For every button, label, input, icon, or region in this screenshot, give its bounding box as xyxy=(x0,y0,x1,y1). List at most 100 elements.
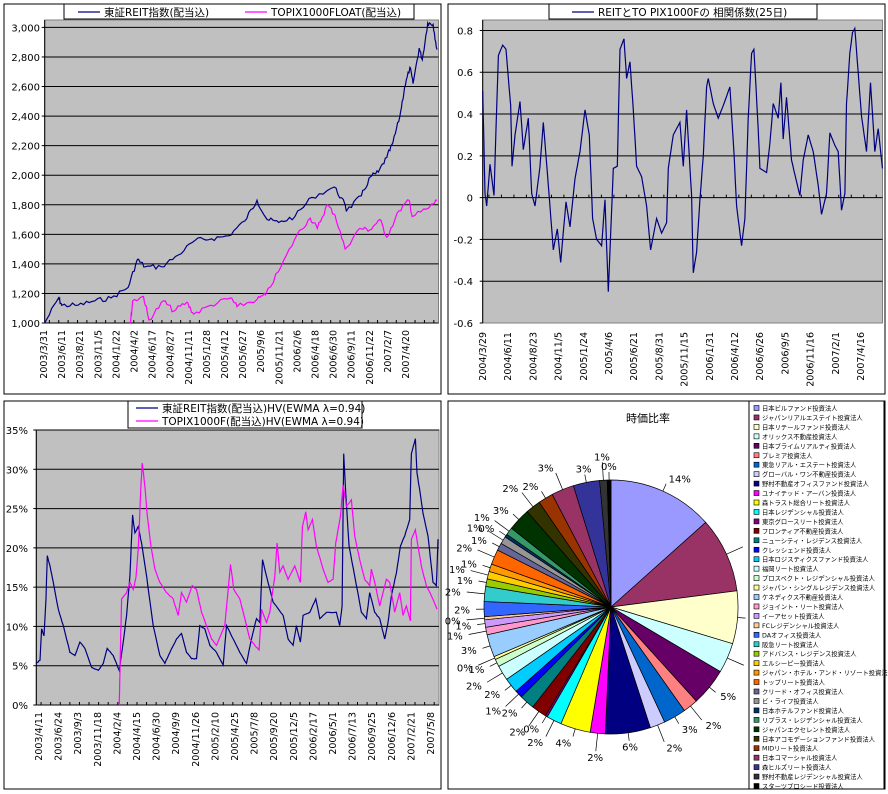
y-tick-label: 10% xyxy=(6,622,28,633)
x-tick-label: 2006/11/16 xyxy=(806,332,817,387)
legend xyxy=(548,3,818,20)
pie-data-label: 1% xyxy=(594,452,610,463)
x-tick-label: 2006/2/17 xyxy=(308,712,319,761)
pie-data-label: 0% xyxy=(523,724,539,735)
x-tick-label: 2006/1/31 xyxy=(705,332,716,381)
leader-line xyxy=(627,732,630,741)
pie-slice xyxy=(606,479,612,608)
pie-data-label: 1% xyxy=(457,576,473,587)
legend-label: アドバンス・レジデンス投資法人 xyxy=(762,649,857,658)
legend-label: 日本プライムリアルティ投資法人 xyxy=(762,441,857,450)
leader-line xyxy=(555,472,563,490)
y-tick-label: -0.4 xyxy=(453,277,473,288)
x-tick-label: 2006/4/12 xyxy=(730,332,741,381)
legend-label: ジャパンエクセレント投資法人 xyxy=(762,725,851,734)
legend-swatch xyxy=(753,679,760,685)
legend-swatch xyxy=(753,745,760,752)
y-tick-label: 1,800 xyxy=(11,201,40,212)
legend-label: 森ヒルズリート投資法人 xyxy=(762,763,832,772)
legend-label: ケネディクス不動産投資法人 xyxy=(762,593,844,602)
pie-data-label: 1% xyxy=(461,559,477,570)
legend-label: REITとTO PIX1000Fの 相関係数(25日) xyxy=(598,6,787,19)
x-tick-label: 2005/2/10 xyxy=(210,712,221,761)
legend-swatch xyxy=(753,631,760,638)
legend-swatch xyxy=(753,754,760,761)
legend-swatch xyxy=(753,442,760,449)
legend-swatch xyxy=(753,660,760,666)
leader-line xyxy=(499,530,507,536)
x-tick-label: 2003/11/18 xyxy=(93,712,104,767)
legend-swatch xyxy=(753,783,760,789)
x-tick-label: 2005/4/25 xyxy=(230,712,241,761)
legend-swatch xyxy=(753,698,760,704)
pie-data-label: 4% xyxy=(555,738,571,749)
pie-data-label: 1% xyxy=(455,621,471,632)
x-tick-label: 2003/11/5 xyxy=(93,330,104,379)
x-tick-label: 2005/9/6 xyxy=(256,330,267,373)
leader-line xyxy=(674,716,680,724)
x-tick-label: 2006/12/6 xyxy=(387,712,398,761)
y-tick-label: 2,000 xyxy=(11,171,40,182)
leader-line xyxy=(466,617,485,621)
legend xyxy=(63,3,415,20)
x-tick-label: 2004/8/27 xyxy=(166,330,177,379)
pie-data-label: 2% xyxy=(502,709,518,720)
legend-label: トップリート投資法人 xyxy=(762,678,826,687)
x-tick-label: 2005/6/21 xyxy=(629,332,640,381)
y-tick-label: 2,800 xyxy=(11,53,40,64)
x-tick-label: 2004/4/2 xyxy=(130,330,141,373)
legend-label: FCレジデンシャル投資法人 xyxy=(762,621,840,630)
pie-data-label: 0% xyxy=(445,616,461,627)
pie-data-label: 1% xyxy=(485,707,501,718)
legend-label: ジャパン・シングルレジデンス投資法人 xyxy=(762,583,876,592)
leader-line xyxy=(470,570,489,576)
pie-data-label: 0% xyxy=(478,524,494,535)
x-tick-label: 2006/9/25 xyxy=(367,712,378,761)
legend-swatch xyxy=(753,414,760,421)
leader-line xyxy=(737,617,746,619)
legend-swatch xyxy=(753,575,760,581)
leader-line xyxy=(504,685,512,691)
legend-swatch xyxy=(753,584,760,591)
x-tick-label: 2005/12/5 xyxy=(289,712,300,761)
historical-volatility-chart: 35% 30% 25% 20% 15% 10% 5% 0% 2003/4/11 2003/6/24… xyxy=(6,400,440,767)
x-tick-label: 2004/3/29 xyxy=(478,332,489,381)
leader-line xyxy=(601,462,604,481)
legend-swatch xyxy=(753,603,760,610)
pie-data-label: 2% xyxy=(666,743,682,754)
series-line-1 xyxy=(118,462,438,706)
legend-label: 野村不動産オフィスファンド投資法人 xyxy=(762,479,870,488)
y-tick-label: 30% xyxy=(6,465,28,476)
y-tick-label: 25% xyxy=(6,505,28,516)
leader-line xyxy=(482,645,491,649)
y-tick-label: -0.2 xyxy=(453,235,473,246)
x-tick-label: 2003/8/21 xyxy=(75,330,86,379)
y-tick-label: 5% xyxy=(12,662,28,673)
legend-swatch xyxy=(753,641,760,648)
x-tick-label: 2006/7/13 xyxy=(348,712,359,761)
legend-label: ジャパン・ホテル・アンド・リゾート投資法人 xyxy=(762,668,888,677)
plot-area xyxy=(482,19,883,324)
legend-label: ニューシティ・レジデンス投資法人 xyxy=(762,536,863,545)
legend-swatch xyxy=(753,433,760,440)
x-tick-label: 2005/8/31 xyxy=(654,332,665,381)
legend-swatch xyxy=(753,518,760,525)
legend-label: エルシーピー投資法人 xyxy=(762,659,826,668)
x-tick-label: 2006/11/22 xyxy=(365,330,376,385)
legend-label: イーアセット投資法人 xyxy=(762,611,825,620)
legend-label: 日本ロジスティクスファンド投資法人 xyxy=(762,555,869,564)
pie-data-label: 0% xyxy=(601,462,617,473)
pie-data-label: 6% xyxy=(622,743,638,754)
legend-swatch xyxy=(753,424,760,430)
pie-data-label: 1% xyxy=(474,513,490,524)
legend-swatch xyxy=(753,509,760,515)
y-tick-label: 15% xyxy=(6,583,28,594)
x-tick-label: 2003/6/24 xyxy=(54,712,65,761)
series-line-0 xyxy=(482,26,884,292)
pie-data-label: 1% xyxy=(467,523,483,534)
pie-legend: 日本ビルファンド投資法人ジャパンリアルエステイト投資法人日本リテールファンド投資… xyxy=(748,400,888,791)
plot-area xyxy=(35,429,440,706)
leader-line xyxy=(492,542,500,548)
legend-swatch xyxy=(753,726,760,733)
legend-label: リプラス・レジデンシャル投資法人 xyxy=(762,715,863,724)
